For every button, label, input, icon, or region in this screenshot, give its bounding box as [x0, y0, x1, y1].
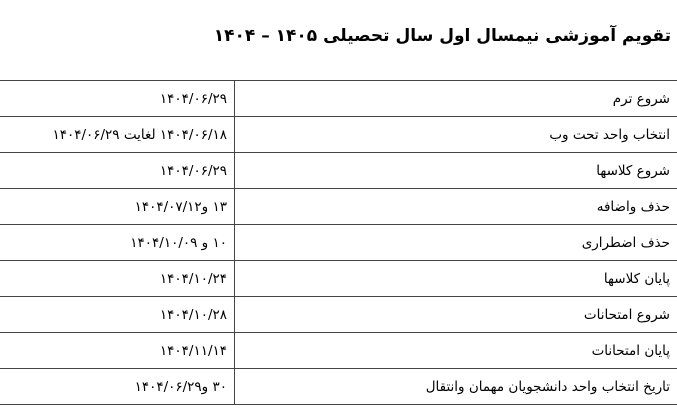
event-label: پایان کلاسها [234, 260, 677, 297]
event-date: ۱۴۰۴/۱۰/۲۸ [0, 296, 235, 333]
table-row: شروع امتحانات ۱۴۰۴/۱۰/۲۸ [0, 296, 677, 333]
table-row: حذف واضافه ۱۳ و۱۴۰۴/۰۷/۱۲ [0, 188, 677, 225]
event-date: ۳۰ و۱۴۰۴/۰۶/۲۹ [0, 368, 235, 405]
event-date: ۱۴۰۴/۱۰/۲۴ [0, 260, 235, 297]
event-date: ۱۴۰۴/۰۶/۱۸ لغایت ۱۴۰۴/۰۶/۲۹ [0, 116, 235, 153]
event-label: شروع امتحانات [234, 296, 677, 333]
event-label: شروع کلاسها [234, 152, 677, 189]
event-date: ۱۴۰۴/۰۶/۲۹ [0, 80, 235, 117]
table-row: شروع ترم ۱۴۰۴/۰۶/۲۹ [0, 80, 677, 117]
event-date: ۱۳ و۱۴۰۴/۰۷/۱۲ [0, 188, 235, 225]
page-title: تقویم آموزشی نیمسال اول سال تحصیلی ۱۴۰۵ … [213, 26, 671, 46]
table-row: شروع کلاسها ۱۴۰۴/۰۶/۲۹ [0, 152, 677, 189]
table-row: پایان کلاسها ۱۴۰۴/۱۰/۲۴ [0, 260, 677, 297]
event-label: انتخاب واحد تحت وب [234, 116, 677, 153]
event-date: ۱۰ و ۱۴۰۴/۱۰/۰۹ [0, 224, 235, 261]
event-date: ۱۴۰۴/۱۱/۱۴ [0, 332, 235, 369]
table-row: پایان امتحانات ۱۴۰۴/۱۱/۱۴ [0, 332, 677, 369]
event-label: حذف اضطراری [234, 224, 677, 261]
academic-calendar-table: شروع ترم ۱۴۰۴/۰۶/۲۹ انتخاب واحد تحت وب ۱۴۰۴… [0, 80, 677, 405]
table-row: انتخاب واحد تحت وب ۱۴۰۴/۰۶/۱۸ لغایت ۱۴۰۴/… [0, 116, 677, 153]
event-label: حذف واضافه [234, 188, 677, 225]
table-row: حذف اضطراری ۱۰ و ۱۴۰۴/۱۰/۰۹ [0, 224, 677, 261]
event-label: تاریخ انتخاب واحد دانشجویان مهمان وانتقا… [234, 368, 677, 405]
event-label: پایان امتحانات [234, 332, 677, 369]
table-row: تاریخ انتخاب واحد دانشجویان مهمان وانتقا… [0, 368, 677, 405]
event-date: ۱۴۰۴/۰۶/۲۹ [0, 152, 235, 189]
event-label: شروع ترم [234, 80, 677, 117]
